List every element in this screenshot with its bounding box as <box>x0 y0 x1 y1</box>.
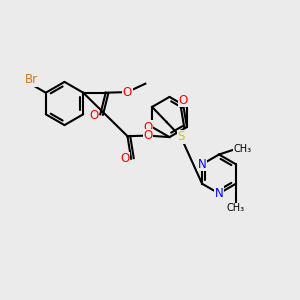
Text: S: S <box>177 130 184 143</box>
Text: N: N <box>198 158 206 171</box>
Text: O: O <box>89 109 98 122</box>
Text: CH₃: CH₃ <box>233 144 251 154</box>
Text: Br: Br <box>25 73 38 86</box>
Text: N: N <box>214 187 224 200</box>
Text: O: O <box>143 129 152 142</box>
Text: O: O <box>123 85 132 99</box>
Text: O: O <box>120 152 129 165</box>
Text: CH₃: CH₃ <box>227 203 245 213</box>
Text: O: O <box>179 94 188 106</box>
Text: O: O <box>143 121 152 134</box>
